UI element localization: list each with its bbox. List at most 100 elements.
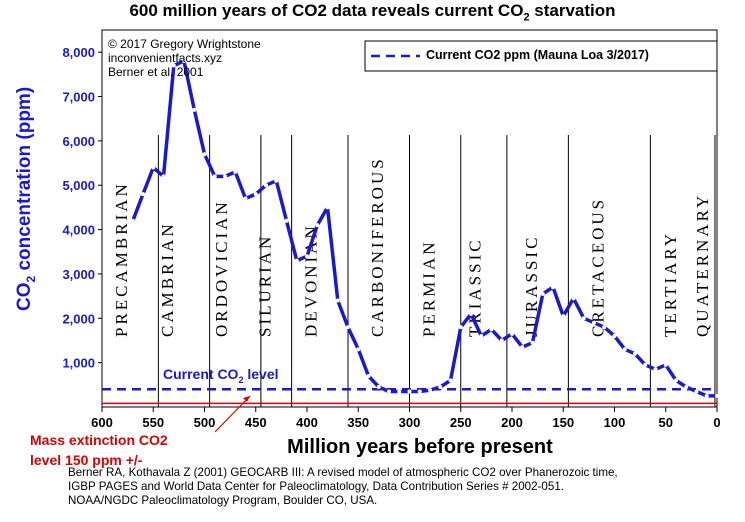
extinction-arrow-line	[214, 395, 251, 433]
y-tick-label: 2,000	[62, 311, 95, 326]
co2-data-point	[643, 362, 648, 367]
co2-data-point	[387, 389, 391, 394]
co2-data-point	[530, 340, 535, 345]
co2-data-point	[448, 378, 453, 383]
co2-series-line	[131, 59, 717, 398]
x-tick-label: 350	[347, 415, 369, 430]
co2-data-point	[305, 254, 309, 259]
co2-data-point	[212, 174, 217, 179]
y-tick-label: 4,000	[62, 223, 95, 238]
co2-data-point	[458, 325, 463, 330]
co2-data-point	[499, 338, 504, 343]
co2-data-point	[510, 331, 514, 336]
citation-line: IGBP PAGES and World Data Center for Pal…	[68, 480, 564, 493]
co2-data-point	[571, 296, 576, 301]
co2-data-point	[540, 291, 545, 296]
co2-data-point	[202, 152, 207, 157]
x-axis-label: Million years before present	[287, 436, 553, 458]
co2-data-point	[551, 285, 555, 290]
co2-data-point	[489, 327, 494, 332]
co2-data-point	[315, 223, 320, 228]
credit-line: Berner et al. 2001	[108, 65, 204, 79]
period-label: PERMIAN	[419, 239, 438, 337]
credit-line: © 2017 Gregory Wrightstone	[108, 37, 261, 51]
co2-data-point	[612, 334, 617, 339]
co2-data-point	[622, 347, 627, 352]
co2-data-point	[581, 316, 586, 321]
x-tick-label: 150	[552, 415, 574, 430]
extinction-arrow-head	[243, 396, 250, 402]
x-tick-label: 500	[194, 415, 216, 430]
y-tick-label: 8,000	[62, 45, 95, 60]
y-tick-label: 6,000	[62, 134, 95, 149]
co2-data-point	[346, 325, 350, 330]
x-tick-label: 100	[604, 415, 626, 430]
co2-data-point	[356, 347, 361, 352]
x-tick-label: 300	[399, 415, 421, 430]
x-tick-label: 550	[142, 415, 164, 430]
co2-data-point	[592, 320, 596, 325]
co2-data-point	[479, 334, 484, 339]
current-level-pre: Current CO	[163, 366, 239, 382]
co2-data-point	[376, 385, 381, 390]
period-label: PRECAMBRIAN	[112, 181, 131, 337]
credit-block: © 2017 Gregory Wrightstone inconvenientf…	[108, 37, 261, 79]
y-tick-label: 3,000	[62, 267, 95, 282]
extinction-line2: level 150 ppm +/-	[30, 452, 143, 468]
co2-data-point	[325, 205, 330, 210]
co2-data-point	[253, 192, 258, 197]
y-tick-label: 1,000	[62, 356, 95, 371]
citation-block: Berner RA, Kothavala Z (2001) GEOCARB II…	[68, 466, 618, 508]
co2-data-point	[653, 367, 658, 372]
current-level-sub: 2	[238, 374, 244, 385]
ylabel-sub: 2	[23, 275, 38, 283]
co2-data-point	[243, 196, 248, 201]
ylabel-pre: CO	[14, 282, 36, 311]
period-label: ORDOVICIAN	[212, 199, 231, 337]
title-main: 600 million years of CO2 data reveals cu…	[129, 1, 524, 20]
x-tick-label: 250	[450, 415, 472, 430]
legend-box	[364, 40, 718, 72]
co2-data-point	[161, 174, 166, 179]
co2-data-point	[469, 311, 473, 316]
co2-data-point	[684, 385, 689, 390]
co2-data-point	[520, 345, 525, 350]
co2-data-point	[151, 165, 156, 170]
co2-data-point	[602, 325, 607, 330]
period-label: DEVONIAN	[301, 223, 320, 337]
citation-line: NOAA/NGDC Paleoclimatology Program, Boul…	[68, 494, 378, 507]
co2-data-point	[438, 385, 443, 390]
period-label: CARBONIFEROUS	[368, 156, 387, 337]
chart-title: 600 million years of CO2 data reveals cu…	[0, 0, 745, 28]
period-label: JURASSIC	[522, 235, 541, 337]
co2-data-point	[633, 351, 637, 356]
co2-data-point	[704, 393, 709, 398]
co2-data-point	[715, 393, 719, 398]
co2-data-point	[694, 389, 699, 394]
co2-data-point	[264, 183, 268, 188]
period-label: TERTIARY	[661, 231, 680, 337]
y-axis-label: CO2 concentration (ppm)	[14, 79, 42, 319]
period-label: SILURIAN	[255, 234, 274, 337]
co2-data-point	[223, 174, 227, 179]
period-label: CAMBRIAN	[158, 221, 177, 337]
co2-data-point	[428, 388, 432, 393]
y-tick-label: 7,000	[62, 90, 95, 105]
x-tick-label: 200	[501, 415, 523, 430]
credit-line: inconvenientfacts.xyz	[108, 51, 223, 65]
citation-line: Berner RA, Kothavala Z (2001) GEOCARB II…	[68, 466, 618, 479]
period-label: QUATERNARY	[693, 193, 712, 337]
period-label: CRETACEOUS	[588, 197, 607, 337]
extinction-annotation: Mass extinction CO2 level 150 ppm +/-	[30, 430, 168, 470]
co2-data-point	[417, 389, 422, 394]
x-tick-label: 450	[245, 415, 267, 430]
co2-data-point	[366, 373, 371, 378]
legend-label: Current CO2 ppm (Mauna Loa 3/2017)	[426, 48, 649, 62]
y-tick-label: 5,000	[62, 178, 95, 193]
co2-data-point	[335, 298, 340, 303]
ylabel-post: concentration (ppm)	[14, 86, 36, 276]
x-tick-label: 600	[91, 415, 113, 430]
co2-data-point	[233, 169, 238, 174]
current-level-post: level	[243, 366, 279, 382]
